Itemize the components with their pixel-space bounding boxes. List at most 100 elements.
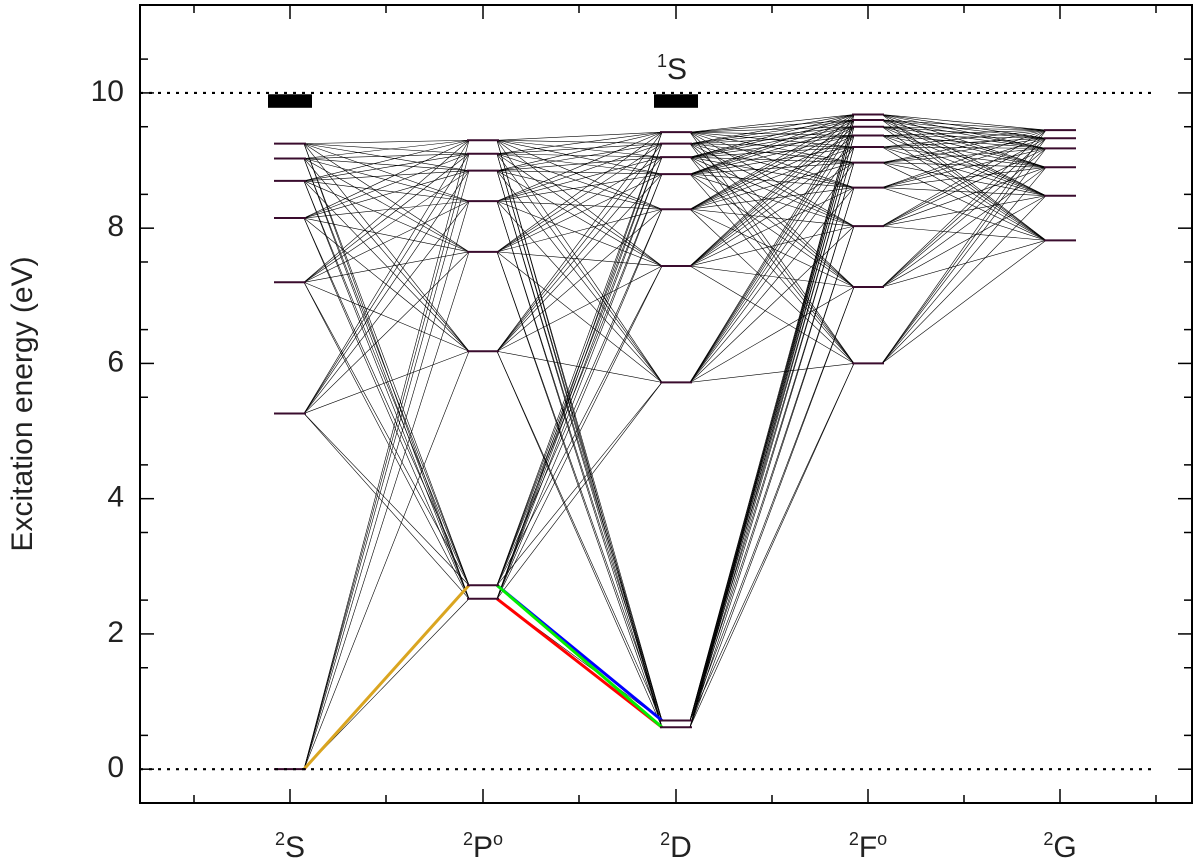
transition-line xyxy=(689,135,855,158)
transition-line xyxy=(496,131,663,141)
transition-line xyxy=(496,153,663,210)
transition-line xyxy=(689,162,855,728)
transition-line xyxy=(689,143,855,364)
transition-line xyxy=(303,251,470,283)
transition-line xyxy=(496,170,663,728)
transition-line xyxy=(689,126,855,210)
transition-line xyxy=(689,114,855,267)
term-label-f: 2Fo xyxy=(849,829,887,864)
transition-line xyxy=(881,195,1047,288)
y-tick-label: 10 xyxy=(91,75,124,108)
transition-line xyxy=(496,140,663,383)
transition-line xyxy=(303,251,470,414)
transition-line xyxy=(881,137,1047,227)
transition-line xyxy=(689,173,855,364)
transition-line xyxy=(303,282,470,599)
transition-line xyxy=(496,382,663,586)
transition-line xyxy=(881,126,1047,139)
transition-line xyxy=(303,140,470,770)
transition-line xyxy=(496,200,663,210)
transition-line xyxy=(496,131,663,171)
transition-line xyxy=(689,156,855,364)
transition-line xyxy=(303,153,470,770)
transition-line xyxy=(881,135,1047,168)
transition-line xyxy=(303,180,470,352)
transition-line xyxy=(303,281,470,352)
transition-line xyxy=(303,201,470,770)
transition-line xyxy=(689,156,855,188)
limit-multiplicity: 1 xyxy=(657,51,667,71)
term-letter: F xyxy=(859,831,877,864)
transition-line xyxy=(496,173,663,202)
transition-line xyxy=(881,135,1047,139)
transition-line xyxy=(881,119,1047,149)
transition-line xyxy=(496,382,663,599)
transition-line xyxy=(881,240,1047,288)
transition-line xyxy=(496,132,663,586)
transition-line xyxy=(689,225,855,267)
transition-line xyxy=(689,143,855,227)
x-axis-term-labels: 2S 2Po 2D 2Fo 2G xyxy=(275,829,1077,864)
transition-line xyxy=(303,143,470,586)
transition-line xyxy=(303,139,470,219)
y-tick-label: 6 xyxy=(107,345,124,378)
transition-line xyxy=(881,146,1047,168)
transition-line xyxy=(303,139,470,159)
transition-line xyxy=(689,156,855,227)
transition-line xyxy=(496,140,663,267)
term-letter: P xyxy=(473,831,493,864)
transition-line xyxy=(689,143,855,188)
transition-line xyxy=(689,146,855,383)
transition-line xyxy=(496,143,663,352)
transition-line xyxy=(496,265,663,586)
transition-line xyxy=(881,135,1047,241)
dense-level-band xyxy=(654,94,698,108)
transition-line xyxy=(496,209,663,586)
transition-line xyxy=(303,170,470,182)
term-label-d: 2D xyxy=(660,829,692,864)
transition-line xyxy=(303,251,470,770)
transition-line xyxy=(689,119,855,175)
transition-line xyxy=(496,209,663,352)
transition-line xyxy=(689,146,855,267)
transition-line xyxy=(689,173,855,288)
transition-line xyxy=(881,114,1047,168)
transition-line xyxy=(689,187,855,267)
transition-line xyxy=(881,162,1047,241)
transition-line xyxy=(689,114,855,175)
transition-line xyxy=(496,351,663,721)
transition-line xyxy=(689,119,855,383)
transition-line xyxy=(303,153,470,414)
transition-line xyxy=(496,170,663,210)
transition-line xyxy=(689,135,855,721)
transition-line xyxy=(303,140,470,283)
transition-line xyxy=(496,251,663,267)
transition-line xyxy=(496,153,663,158)
transition-line xyxy=(881,167,1047,364)
transition-line xyxy=(881,119,1047,139)
transition-line xyxy=(303,180,470,202)
transition-line xyxy=(881,146,1047,241)
term-multiplicity: 2 xyxy=(275,829,285,849)
transition-line xyxy=(689,131,855,364)
transition-line xyxy=(689,114,855,210)
transition-line xyxy=(689,126,855,267)
transition-line xyxy=(496,265,663,352)
transition-line xyxy=(303,413,470,599)
term-multiplicity: 2 xyxy=(849,829,859,849)
transition-line xyxy=(689,363,855,383)
limit-letter: S xyxy=(667,53,687,86)
transition-line xyxy=(496,156,663,352)
transition-line xyxy=(303,217,470,586)
transition-line xyxy=(303,170,470,770)
transition-line xyxy=(689,131,855,188)
transition-line xyxy=(496,351,663,728)
transition-line xyxy=(689,187,855,721)
transition-line xyxy=(496,153,663,383)
energy-levels xyxy=(268,94,1076,771)
plot-frame xyxy=(139,4,1193,804)
transition-line xyxy=(303,143,470,352)
transition-line xyxy=(881,148,1047,364)
transition-line xyxy=(303,413,470,586)
